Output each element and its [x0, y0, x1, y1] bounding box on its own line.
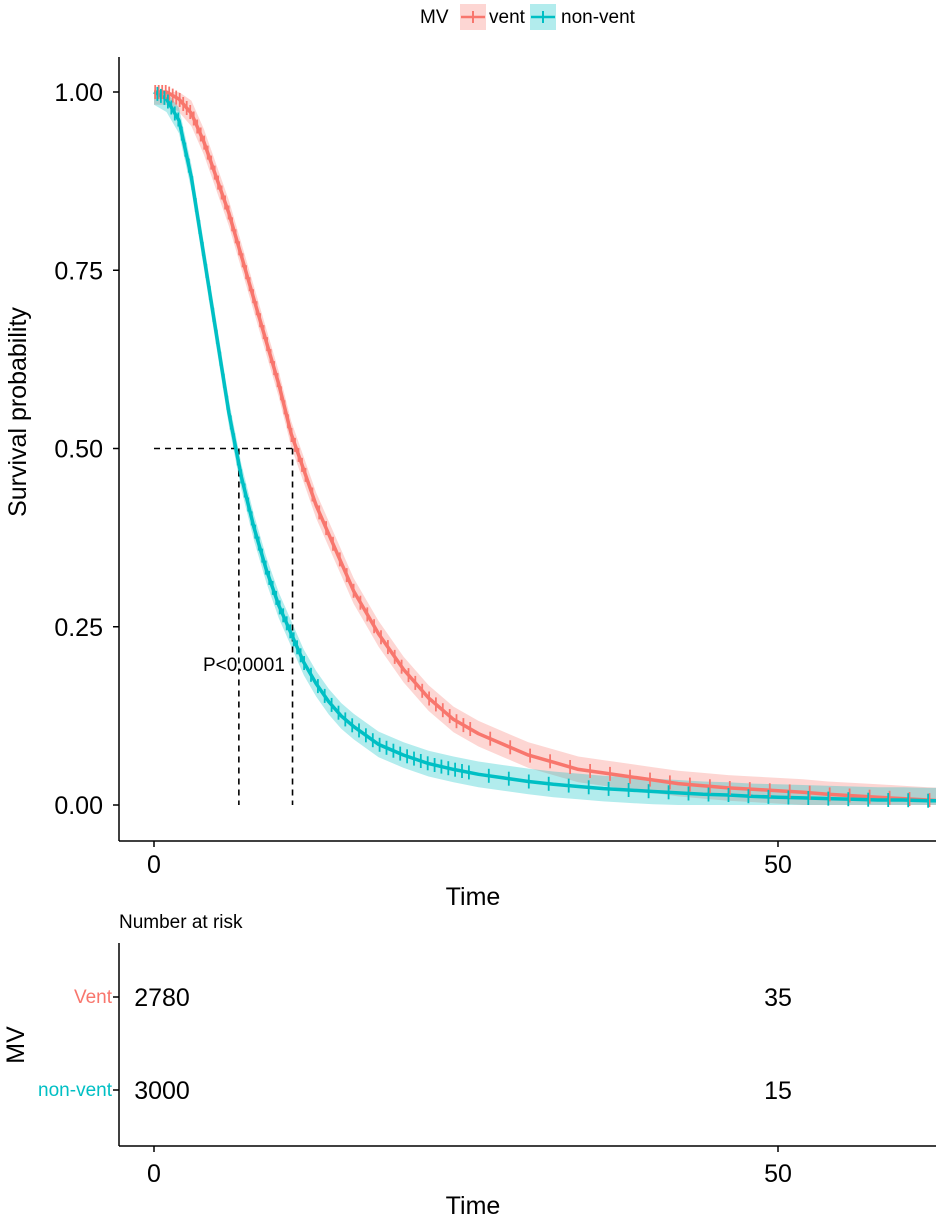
legend-item-vent: vent [460, 4, 526, 30]
legend-label-vent: vent [489, 7, 526, 28]
legend-label-non-vent: non-vent [561, 7, 636, 28]
y-tick-label: 0.00 [54, 792, 103, 820]
survival-line-vent [154, 90, 936, 803]
survival-plot: 0.00 0.25 0.50 0.75 1.00 0 50 Survival probab… [4, 57, 936, 911]
y-tick-label: 0.25 [54, 614, 103, 642]
y-axis-ticks: 0.00 0.25 0.50 0.75 1.00 [54, 79, 119, 820]
confidence-bands [154, 92, 936, 805]
survival-line-non-vent [153, 90, 936, 803]
x-axis-label: Time [446, 883, 501, 911]
risk-row-label-vent: Vent [74, 987, 113, 1008]
y-tick-label: 0.50 [54, 436, 103, 464]
survival-curves [153, 90, 936, 803]
legend-title: MV [420, 7, 449, 28]
risk-x-tick-label: 50 [764, 1160, 792, 1188]
risk-x-axis-label: Time [446, 1192, 501, 1216]
risk-rows: Vent 2780 35 non-vent 3000 15 [38, 984, 792, 1105]
censor-marks [154, 85, 931, 808]
y-axis-label: Survival probability [4, 307, 32, 517]
risk-x-tick-label: 0 [147, 1160, 161, 1188]
confidence-band-vent [154, 92, 936, 805]
x-axis-ticks: 0 50 [147, 841, 792, 879]
risk-x-axis-ticks: 0 50 [147, 1146, 792, 1188]
risk-y-axis-label: MV [2, 1026, 30, 1064]
y-tick-label: 0.75 [54, 257, 103, 285]
risk-table-title: Number at risk [119, 912, 243, 933]
confidence-band-non-vent [154, 92, 936, 805]
risk-count-non-vent: 15 [764, 1077, 792, 1105]
x-tick-label: 50 [764, 851, 792, 879]
risk-count-vent: 2780 [134, 984, 190, 1012]
risk-row-label-non-vent: non-vent [38, 1080, 113, 1101]
median-lines [154, 447, 294, 805]
risk-count-non-vent: 3000 [134, 1077, 190, 1105]
y-tick-label: 1.00 [54, 79, 103, 107]
p-value-annotation: P<0.0001 [203, 655, 285, 676]
legend-item-non-vent: non-vent [530, 4, 636, 30]
legend: MV vent non-vent [420, 4, 636, 30]
risk-count-vent: 35 [764, 984, 792, 1012]
x-tick-label: 0 [147, 851, 161, 879]
